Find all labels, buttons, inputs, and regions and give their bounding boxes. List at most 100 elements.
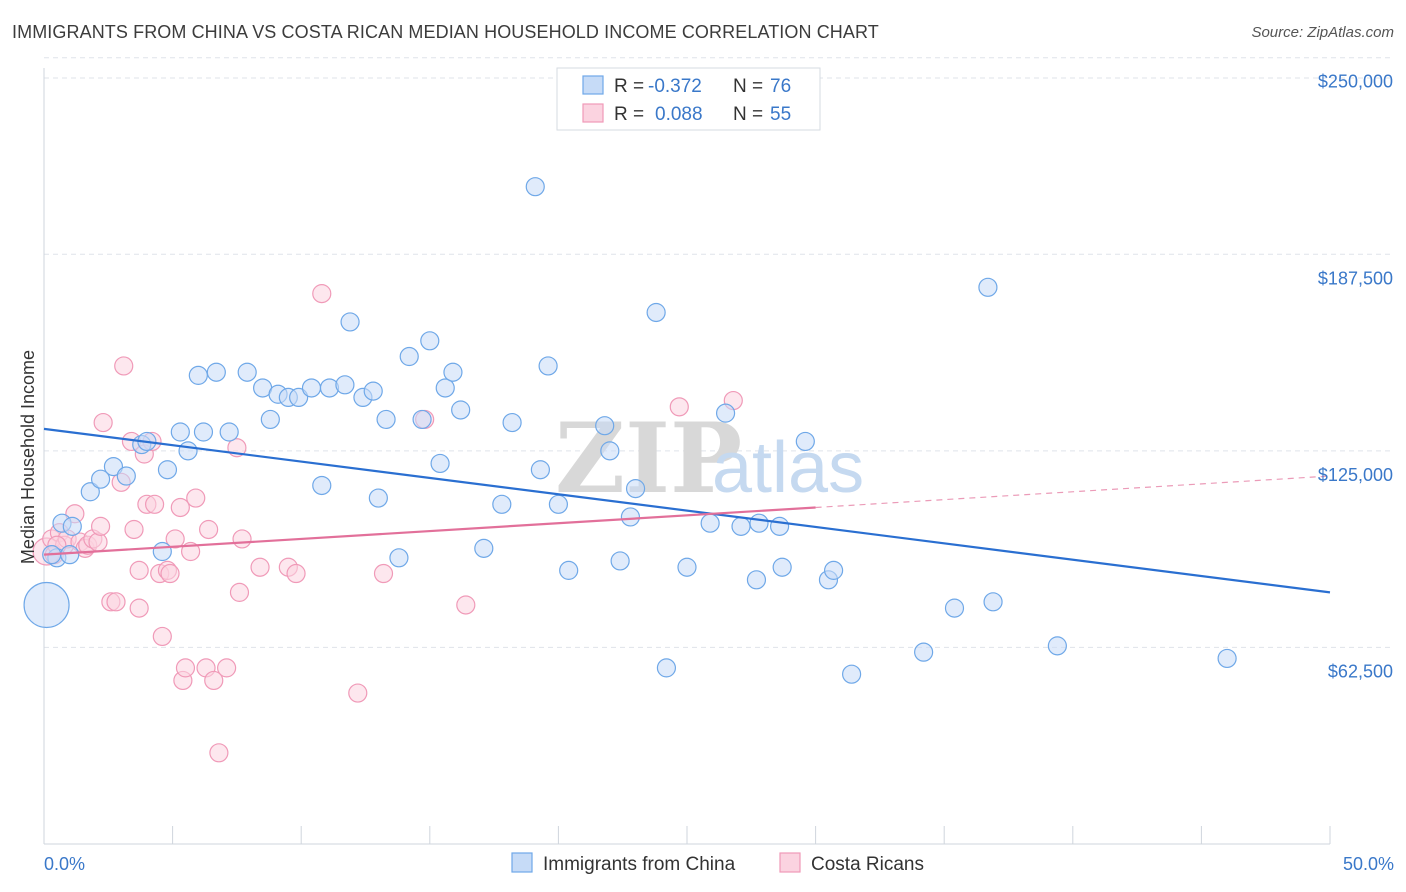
costa-rican-point [186,488,206,508]
x-tick-label-min: 0.0% [44,854,85,874]
china-point [60,545,80,565]
china-point [80,482,100,502]
legend-r-value-1: -0.372 [648,76,702,97]
costa-rican-point [204,670,224,691]
bottom-legend-label-costa: Costa Ricans [811,854,924,875]
gridlines [44,57,1394,648]
china-point [715,403,736,423]
china-point [749,513,769,533]
china-point [1047,636,1067,656]
costa-rican-point [250,557,270,577]
china-point [301,378,322,398]
legend-n-label-2: N = [733,104,763,125]
china-point [700,513,720,533]
legend-swatch-pink [582,103,604,123]
legend-r-label-2: R = [614,104,644,125]
costa-rican-point [217,658,237,678]
costa-rican-point [312,284,332,304]
china-point [595,416,615,436]
legend-n-value-1: 76 [770,76,791,97]
china-point [914,642,934,662]
x-ticks [43,826,1331,844]
china-point [842,664,862,684]
china-point [435,378,455,398]
bottom-legend-label-china: Immigrants from China [543,854,736,875]
china-point [116,466,136,486]
china-point [983,592,1003,612]
stats-legend: R = -0.372 N = 76 R = 0.088 N = 55 [556,67,821,131]
china-point [538,356,558,376]
costa-rican-point [144,494,165,514]
china-point [677,557,697,577]
china-point [600,441,620,461]
x-tick-label-max: 50.0% [1343,854,1394,874]
china-point [548,494,569,514]
china-point [23,581,70,629]
china-point [412,409,432,430]
china-point [188,365,208,385]
china-point [340,312,360,332]
y-tick-label: $187,500 [1318,268,1393,288]
legend-r-value-2: 0.088 [655,104,703,125]
china-point [157,460,178,480]
china-point [193,422,214,442]
china-point [1217,648,1237,669]
costa-rican-point [124,519,144,540]
y-tick-label: $62,500 [1328,661,1393,681]
costa-rican-point [114,356,134,376]
costa-rican-point [170,497,190,518]
costa-rican-point [165,529,185,549]
watermark: ZIP atlas [555,402,864,515]
china-point [260,409,280,430]
china-point [319,378,340,398]
costa-rican-point [229,582,250,602]
china-point [620,507,641,527]
china-point [219,422,239,442]
china-point [289,387,309,408]
china-point [430,453,450,474]
china-point [769,516,790,536]
costa-rican-point [90,516,111,536]
costa-rican-point [129,560,149,580]
china-point [530,460,550,480]
source-label: Source: ZipAtlas.com [1251,24,1394,41]
china-point [795,431,815,452]
costa-rican-point [160,563,180,584]
china-point [525,177,545,197]
costa-rican-point [669,397,689,417]
legend-n-value-2: 55 [770,104,791,125]
costa-rican-trend-extension [815,475,1331,509]
china-point [625,479,646,499]
costa-rican-point [232,529,252,549]
costa-rican-point [348,683,368,703]
costa-rican-point [93,412,113,433]
legend-r-label-1: R = [614,76,644,97]
china-point [610,551,630,571]
china-point [559,560,579,580]
watermark-zip: ZIP [555,402,742,515]
china-point [206,362,226,382]
china-point [646,302,666,323]
china-point [62,516,82,536]
costa-rican-point [209,743,229,763]
china-point [443,362,463,382]
china-point [731,516,751,536]
china-point [502,412,522,433]
costa-rican-trend-line [43,506,816,556]
china-point [170,422,190,442]
china-trend-line [43,427,1331,594]
china-point [772,557,792,577]
trend-lines [43,427,1331,594]
bottom-legend-swatch-pink [779,852,801,873]
china-point [474,538,494,558]
costa-rican-point [175,658,196,678]
costa-rican-point [456,595,476,615]
china-point [656,658,677,678]
china-point [90,469,111,489]
watermark-atlas: atlas [712,428,864,508]
china-point [944,598,965,618]
series-legend: Immigrants from China Costa Ricans [511,852,924,875]
china-point [178,441,198,461]
costa-rican-point [106,592,126,612]
